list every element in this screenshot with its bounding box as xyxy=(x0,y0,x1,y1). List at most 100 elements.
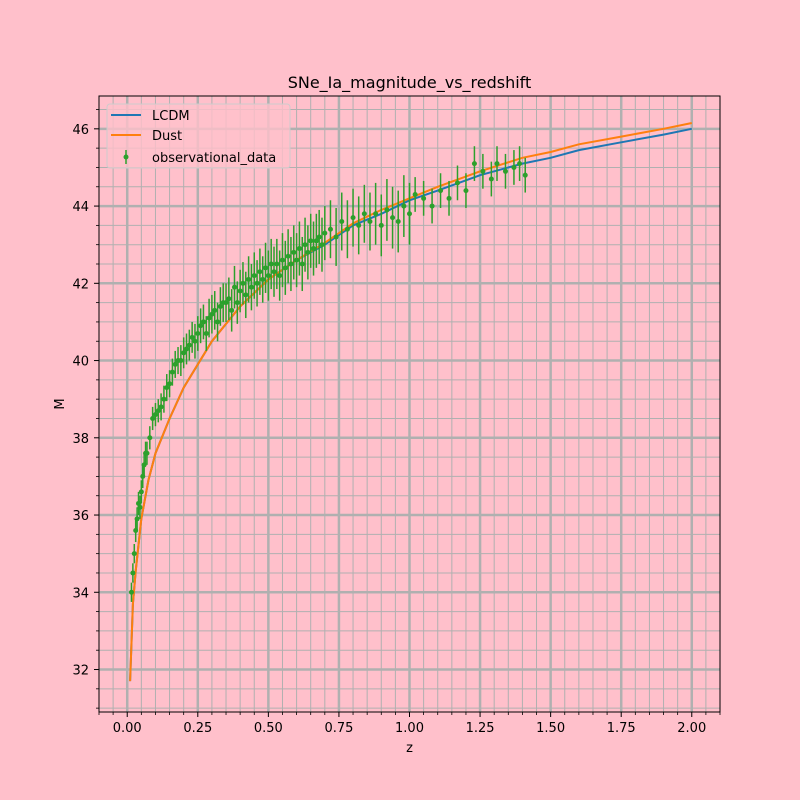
data-point xyxy=(350,215,356,221)
data-point xyxy=(128,589,134,595)
data-point xyxy=(517,161,523,167)
data-point xyxy=(198,323,204,329)
data-point xyxy=(206,315,212,321)
x-tick-label: 2.00 xyxy=(677,721,706,736)
data-point xyxy=(189,334,195,340)
data-point xyxy=(311,246,317,252)
x-tick-label: 1.75 xyxy=(607,721,636,736)
data-point xyxy=(217,303,223,309)
data-point xyxy=(178,358,184,364)
x-tick-label: 1.25 xyxy=(466,721,495,736)
data-point xyxy=(282,265,288,271)
legend-label-observational: observational_data xyxy=(152,151,276,166)
data-point xyxy=(511,164,517,170)
data-point xyxy=(155,408,161,414)
data-point xyxy=(279,257,285,263)
data-point xyxy=(181,350,187,356)
data-point xyxy=(274,261,280,267)
x-tick-label: 1.50 xyxy=(536,721,565,736)
data-point xyxy=(299,261,305,267)
x-tick-label: 1.00 xyxy=(395,721,424,736)
data-point xyxy=(223,300,229,306)
data-point xyxy=(240,280,246,286)
data-point xyxy=(161,396,167,402)
data-point xyxy=(138,489,144,495)
x-axis-label: z xyxy=(406,741,413,756)
data-point xyxy=(421,195,427,201)
data-point xyxy=(152,412,158,418)
data-point xyxy=(268,261,274,267)
data-point xyxy=(265,273,271,279)
data-point xyxy=(226,296,232,302)
data-point xyxy=(134,516,140,522)
data-point xyxy=(237,288,243,294)
legend: LCDM Dust observational_data xyxy=(106,103,291,169)
data-point xyxy=(367,219,373,225)
data-point xyxy=(344,226,350,232)
chart-title: SNe_Ia_magnitude_vs_redshift xyxy=(288,73,532,93)
data-point xyxy=(260,276,266,282)
data-point xyxy=(494,161,500,167)
data-point xyxy=(502,168,508,174)
legend-swatch-observational-marker xyxy=(123,154,129,160)
data-point xyxy=(333,234,339,240)
data-point xyxy=(305,249,311,255)
data-point xyxy=(384,207,390,213)
data-point xyxy=(246,276,252,282)
y-tick-label: 36 xyxy=(72,509,89,524)
data-point xyxy=(319,242,325,248)
data-point xyxy=(215,319,221,325)
data-point xyxy=(356,222,362,228)
y-tick-label: 40 xyxy=(72,355,89,370)
y-tick-label: 32 xyxy=(72,664,89,679)
data-point xyxy=(480,168,486,174)
data-point xyxy=(229,307,235,313)
data-point xyxy=(407,211,412,217)
y-tick-label: 38 xyxy=(72,432,89,447)
data-point xyxy=(294,257,300,263)
data-point xyxy=(184,346,190,352)
data-point xyxy=(234,300,240,306)
data-point xyxy=(263,265,269,271)
data-point xyxy=(488,176,494,182)
data-point xyxy=(209,311,215,317)
data-point xyxy=(316,234,322,240)
series-errorbars-observational-data xyxy=(128,146,528,602)
data-point xyxy=(130,570,136,576)
data-point xyxy=(195,331,201,337)
y-tick-label: 42 xyxy=(72,277,89,292)
data-point xyxy=(271,269,277,275)
y-tick-label: 44 xyxy=(72,200,89,215)
y-tick-label: 46 xyxy=(72,123,89,138)
data-point xyxy=(339,219,345,225)
data-point xyxy=(463,188,469,194)
data-point xyxy=(192,338,198,344)
data-point xyxy=(257,269,263,275)
data-point xyxy=(395,219,401,225)
data-point xyxy=(471,161,477,167)
data-point xyxy=(313,238,319,244)
data-point xyxy=(231,284,237,290)
data-point xyxy=(291,249,297,255)
data-point xyxy=(454,180,460,186)
legend-label-dust: Dust xyxy=(152,129,182,144)
data-point xyxy=(438,188,444,194)
data-point xyxy=(150,415,156,421)
data-point xyxy=(147,435,153,441)
data-point xyxy=(254,280,260,286)
data-point xyxy=(167,381,173,387)
data-point xyxy=(373,211,379,217)
data-point xyxy=(137,504,143,510)
data-point xyxy=(200,319,206,325)
x-tick-label: 0.00 xyxy=(113,721,142,736)
data-point xyxy=(429,203,435,209)
data-point xyxy=(248,284,254,290)
data-point xyxy=(251,273,257,279)
data-point xyxy=(212,307,218,313)
data-point xyxy=(308,238,314,244)
axis-ticks: 0.00 0.25 0.50 0.75 1.00 1.25 1.50 1.75 2.00 32 34… xyxy=(72,109,721,736)
data-point xyxy=(243,292,249,298)
data-point xyxy=(327,226,333,232)
data-point xyxy=(401,203,407,209)
